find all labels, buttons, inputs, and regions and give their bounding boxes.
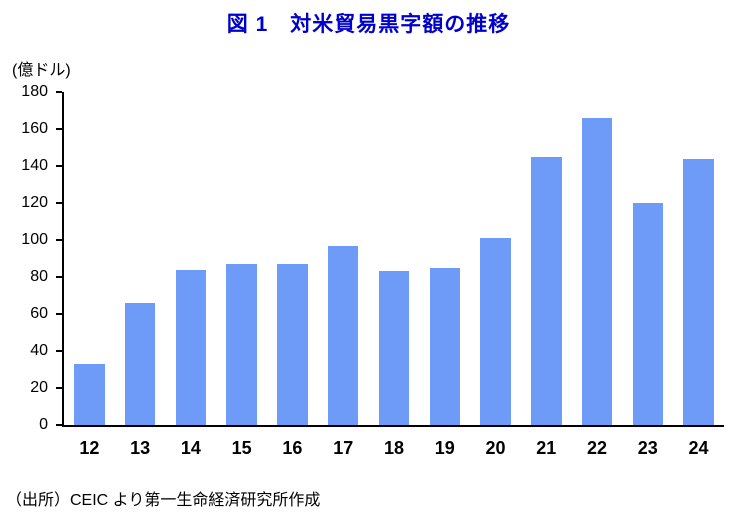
x-tick-label: 15 xyxy=(231,438,252,458)
bar-20 xyxy=(480,238,511,425)
y-tick-label: 20 xyxy=(30,378,48,396)
y-tick-mark xyxy=(56,313,62,315)
y-tick-mark xyxy=(56,91,62,93)
x-tick-label: 14 xyxy=(180,438,201,458)
x-tick-label: 13 xyxy=(130,438,151,458)
bar-18 xyxy=(378,271,410,425)
bar-12 xyxy=(74,363,105,425)
x-axis-labels: 12 13 14 15 16 17 18 19 20 21 22 23 24 xyxy=(64,438,724,459)
bar-23 xyxy=(632,203,664,425)
y-tick-label: 160 xyxy=(21,119,48,137)
bar-slot xyxy=(521,92,572,425)
chart-title: 図 1 対米貿易黒字額の推移 xyxy=(226,13,511,36)
y-tick-mark xyxy=(56,350,62,352)
bar-slot xyxy=(470,92,521,425)
y-axis: 180 160 140 120 100 80 60 40 20 0 xyxy=(0,83,62,433)
bar-slot xyxy=(166,92,217,425)
y-tick-mark xyxy=(56,424,62,426)
y-tick-mark xyxy=(56,386,62,389)
y-tick-mark xyxy=(56,238,62,241)
x-tick-label: 21 xyxy=(536,438,557,458)
y-tick-label: 100 xyxy=(21,230,48,248)
bar-22 xyxy=(581,117,613,425)
y-tick-label: 80 xyxy=(30,268,48,285)
plot-area xyxy=(62,92,724,427)
bar-17 xyxy=(327,245,359,425)
bar-19 xyxy=(429,267,460,425)
x-tick-label: 18 xyxy=(383,438,404,458)
bar-slot xyxy=(419,92,470,425)
x-tick-label: 23 xyxy=(637,438,658,458)
source-note: （出所）CEIC より第一生命経済研究所作成 xyxy=(6,492,321,509)
bar-slot xyxy=(369,92,420,425)
y-tick-label: 60 xyxy=(30,305,48,322)
bar-slot xyxy=(64,92,115,425)
y-axis-unit-label: (億ドル) xyxy=(12,62,71,79)
bar-15 xyxy=(226,264,257,425)
x-tick-label: 22 xyxy=(587,438,608,458)
bar-21 xyxy=(531,156,562,425)
x-tick-label: 12 xyxy=(79,438,100,458)
y-tick-mark xyxy=(56,127,62,130)
bar-slot xyxy=(673,92,724,425)
bar-13 xyxy=(124,302,156,425)
bar-slot xyxy=(622,92,673,425)
y-tick-mark xyxy=(56,164,62,167)
bar-24 xyxy=(683,158,714,425)
bar-16 xyxy=(277,264,308,425)
bar-slot xyxy=(318,92,369,425)
bar-14 xyxy=(175,269,207,425)
y-tick-mark xyxy=(56,202,62,204)
y-tick-label: 180 xyxy=(21,83,48,100)
y-tick-label: 140 xyxy=(21,156,48,174)
x-tick-label: 19 xyxy=(434,438,455,458)
y-tick-label: 0 xyxy=(39,416,48,433)
y-tick-mark xyxy=(56,276,62,278)
bar-slot xyxy=(115,92,166,425)
y-tick-label: 40 xyxy=(30,342,48,359)
x-tick-label: 16 xyxy=(282,438,303,458)
bar-slot xyxy=(267,92,318,425)
y-tick-label: 120 xyxy=(21,194,48,211)
x-tick-label: 24 xyxy=(688,438,709,458)
bar-slot xyxy=(216,92,267,425)
x-tick-label: 17 xyxy=(333,438,354,458)
bar-slot xyxy=(572,92,623,425)
x-tick-label: 20 xyxy=(485,438,506,458)
